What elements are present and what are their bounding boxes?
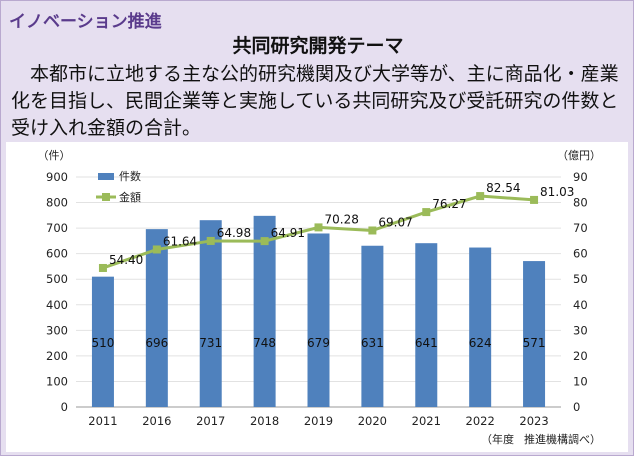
legend-line-label: 金額 xyxy=(119,190,141,204)
x-tick-label: 2021 xyxy=(412,414,441,428)
right-tick-label: 20 xyxy=(573,349,588,363)
theme-title: 共同研究開発テーマ xyxy=(232,35,404,57)
left-tick-label: 300 xyxy=(46,323,68,337)
left-tick-label: 100 xyxy=(46,374,68,388)
bar-value-label: 696 xyxy=(145,336,168,350)
source-note: 推進機構調べ） xyxy=(524,432,601,446)
line-marker xyxy=(152,245,161,254)
left-tick-label: 200 xyxy=(46,349,68,363)
x-tick-label: 2011 xyxy=(88,414,117,428)
x-tick-label: 2023 xyxy=(519,414,548,428)
line-marker xyxy=(368,226,377,235)
left-tick-label: 400 xyxy=(46,298,68,312)
legend-line-marker xyxy=(102,193,110,201)
left-axis-unit: （件） xyxy=(38,149,71,162)
line-value-label: 82.54 xyxy=(486,181,520,195)
line-marker xyxy=(98,263,107,272)
line-marker xyxy=(422,208,431,217)
x-tick-label: 2018 xyxy=(250,414,279,428)
right-axis-unit: （億円） xyxy=(557,149,601,162)
line-value-label: 81.03 xyxy=(540,185,574,199)
x-tick-label: 2019 xyxy=(304,414,333,428)
bar xyxy=(469,247,492,407)
line-value-label: 76.27 xyxy=(432,197,466,211)
bar xyxy=(307,233,330,407)
x-axis-unit: （年度 xyxy=(481,432,514,446)
bar-value-label: 641 xyxy=(415,336,438,350)
bar xyxy=(91,276,114,407)
line-value-label: 61.64 xyxy=(163,234,197,248)
bar-value-label: 631 xyxy=(361,336,384,350)
bar xyxy=(415,243,438,407)
right-tick-label: 50 xyxy=(573,272,588,286)
combo-chart: 0 100 200 300 400 500 600 700 800 900 0 10 20 30 40 50 6… xyxy=(38,149,602,446)
x-tick-label: 2022 xyxy=(466,414,495,428)
right-tick-label: 30 xyxy=(573,323,588,337)
chart-area: 0 100 200 300 400 500 600 700 800 900 0 10 20 30 40 50 6… xyxy=(6,142,628,452)
description-text: 本都市に立地する主な公的研究機関及び大学等が、主に商品化・産業化を目指し、民間企… xyxy=(11,63,619,139)
bar-value-label: 748 xyxy=(253,336,276,350)
line-value-label: 64.98 xyxy=(217,226,251,240)
line-marker xyxy=(206,236,215,245)
left-tick-label: 600 xyxy=(46,247,68,261)
right-tick-label: 60 xyxy=(573,247,588,261)
line-marker xyxy=(260,237,269,246)
x-tick-label: 2016 xyxy=(142,414,171,428)
bar xyxy=(253,215,276,407)
bar-value-label: 510 xyxy=(91,336,114,350)
right-tick-label: 80 xyxy=(573,196,588,210)
bar-value-label: 571 xyxy=(523,336,546,350)
x-tick-label: 2017 xyxy=(196,414,225,428)
legend-bar-label: 件数 xyxy=(119,170,141,183)
bar xyxy=(199,220,222,407)
bar xyxy=(361,245,384,407)
x-tick-label: 2020 xyxy=(358,414,387,428)
left-tick-label: 500 xyxy=(46,272,68,286)
line-marker xyxy=(476,192,485,201)
line-value-label: 64.91 xyxy=(271,226,305,240)
right-tick-label: 90 xyxy=(573,170,588,184)
right-tick-label: 10 xyxy=(573,374,588,388)
line-value-label: 69.07 xyxy=(378,215,412,229)
bar xyxy=(523,261,546,407)
line-marker xyxy=(314,223,323,232)
right-tick-label: 0 xyxy=(573,400,580,414)
bar-value-label: 731 xyxy=(199,336,222,350)
left-tick-label: 0 xyxy=(61,400,68,414)
line-value-label: 70.28 xyxy=(325,212,359,226)
line-value-label: 54.40 xyxy=(109,253,143,267)
right-tick-label: 40 xyxy=(573,298,588,312)
left-tick-label: 700 xyxy=(46,221,68,235)
section-title: イノベーション推進 xyxy=(9,12,162,32)
bar-value-label: 624 xyxy=(469,336,492,350)
legend-bar-swatch xyxy=(98,173,114,180)
left-tick-label: 800 xyxy=(46,196,68,210)
right-tick-label: 70 xyxy=(573,221,588,235)
line-marker xyxy=(530,195,539,204)
left-tick-label: 900 xyxy=(46,170,68,184)
bar xyxy=(145,229,168,407)
bar-value-label: 679 xyxy=(307,336,330,350)
